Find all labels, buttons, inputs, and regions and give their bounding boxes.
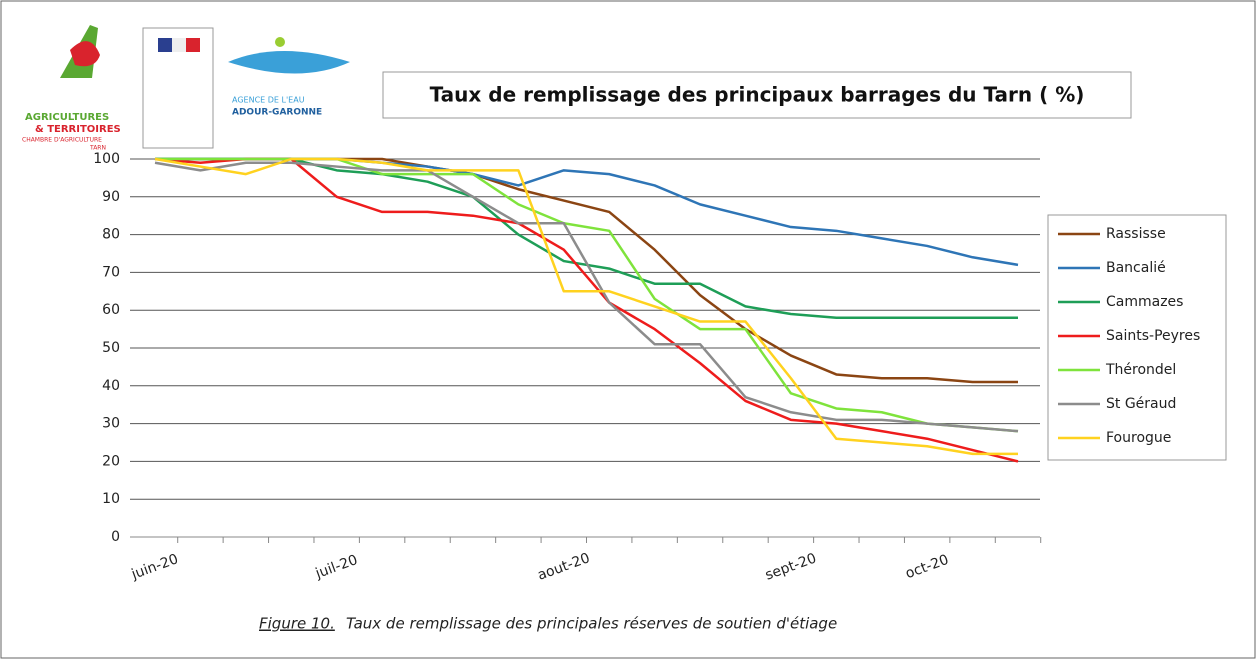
legend-label: Cammazes bbox=[1106, 294, 1183, 310]
legend-label: Saints-Peyres bbox=[1106, 328, 1200, 344]
flag bbox=[158, 38, 172, 52]
y-tick-label: 90 bbox=[102, 189, 120, 205]
y-tick-label: 50 bbox=[102, 340, 120, 356]
logo-shape bbox=[70, 41, 100, 67]
caption-label: Figure 10. bbox=[259, 615, 335, 633]
flag bbox=[172, 38, 186, 52]
legend-label: St Géraud bbox=[1106, 396, 1176, 412]
y-tick-label: 70 bbox=[102, 264, 120, 280]
flag bbox=[186, 38, 200, 52]
logo-text: AGRICULTURES bbox=[25, 112, 109, 123]
agency-logo bbox=[228, 51, 350, 74]
y-tick-label: 100 bbox=[93, 151, 120, 167]
y-tick-label: 80 bbox=[102, 227, 120, 243]
legend-label: Fourogue bbox=[1106, 430, 1171, 446]
logo-text: CHAMBRE D'AGRICULTURE bbox=[22, 137, 102, 144]
legend-label: Thérondel bbox=[1105, 362, 1176, 378]
logo-text: TARN bbox=[89, 145, 106, 152]
series-line bbox=[154, 157, 1018, 456]
y-tick-label: 0 bbox=[111, 529, 120, 545]
caption-text: Taux de remplissage des principales rése… bbox=[346, 615, 837, 633]
y-tick-label: 10 bbox=[102, 491, 120, 507]
y-tick-label: 20 bbox=[102, 453, 120, 469]
series-line bbox=[154, 157, 1019, 463]
logo-text: ADOUR-GARONNE bbox=[232, 108, 322, 118]
chart-title: Taux de remplissage des principaux barra… bbox=[430, 83, 1085, 107]
logo-text: & TERRITOIRES bbox=[35, 124, 121, 135]
legend-box bbox=[1047, 214, 1227, 461]
legend-label: Bancalié bbox=[1106, 260, 1166, 276]
logo-text: AGENCE DE L'EAU bbox=[232, 96, 305, 105]
series-line bbox=[154, 161, 1019, 433]
agency-logo bbox=[275, 37, 285, 47]
y-tick-label: 40 bbox=[102, 378, 120, 394]
y-tick-label: 60 bbox=[102, 302, 120, 318]
y-tick-label: 30 bbox=[102, 416, 120, 432]
title-box bbox=[382, 71, 1132, 119]
legend-label: Rassisse bbox=[1106, 226, 1166, 242]
